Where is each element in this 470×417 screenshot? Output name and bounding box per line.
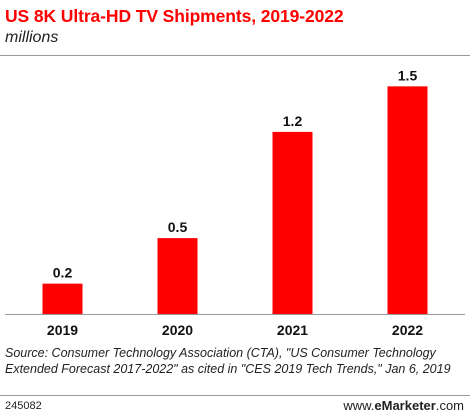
x-tick-label-2022: 2022 — [392, 322, 423, 338]
value-label-2020: 0.5 — [168, 219, 188, 235]
header-divider — [0, 55, 470, 56]
chart-title: US 8K Ultra-HD TV Shipments, 2019-2022 — [5, 6, 344, 26]
bar-2021 — [272, 131, 313, 314]
chart-subtitle: millions — [5, 29, 59, 46]
x-tick-label-2021: 2021 — [277, 322, 308, 338]
brand-e: e — [374, 398, 382, 413]
brand-prefix: www. — [343, 398, 375, 413]
bar-2019 — [42, 283, 83, 314]
value-label-2021: 1.2 — [283, 113, 303, 129]
footer-divider — [0, 395, 470, 396]
value-label-2022: 1.5 — [398, 67, 418, 83]
value-label-2019: 0.2 — [53, 265, 73, 281]
chart-id: 245082 — [5, 400, 42, 412]
bar-chart: 0.2 2019 0.5 2020 1.2 2021 1.5 2022 — [5, 67, 465, 338]
x-tick-label-2019: 2019 — [47, 322, 78, 338]
brand-suffix: .com — [435, 398, 464, 413]
bar-2022 — [387, 86, 428, 315]
brand-name: Marketer — [381, 398, 436, 413]
emarketer-logo[interactable]: www.eMarketer.com — [343, 398, 464, 413]
bar-2020 — [157, 238, 198, 314]
source-note: Source: Consumer Technology Association … — [5, 346, 451, 376]
x-tick-label-2020: 2020 — [162, 322, 193, 338]
